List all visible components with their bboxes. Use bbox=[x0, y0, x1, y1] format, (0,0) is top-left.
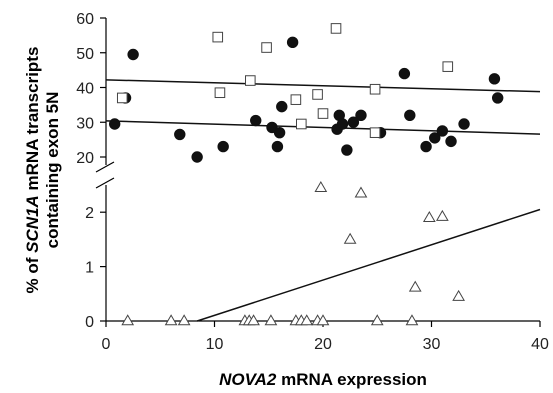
filled-circle-point bbox=[108, 118, 121, 130]
open-square-point bbox=[245, 75, 256, 86]
open-square-point bbox=[442, 61, 454, 72]
axis-break-mark-top bbox=[95, 161, 115, 173]
open-triangle-point bbox=[408, 280, 422, 292]
filled-circle-point bbox=[174, 128, 186, 141]
x-axis-title: NOVA2 mRNA expression bbox=[219, 370, 427, 389]
filled-circle-point bbox=[250, 114, 262, 127]
ticks: 0 10 20 30 40 20 30 40 50 60 0 1 2 bbox=[76, 11, 549, 353]
y-tick-label-lower: 2 bbox=[85, 205, 94, 222]
filled-circle-point bbox=[404, 109, 416, 122]
trendline-2 bbox=[105, 120, 541, 135]
trendline-1 bbox=[105, 79, 541, 93]
filled-circle-point bbox=[276, 100, 288, 113]
open-triangle-point bbox=[264, 314, 278, 326]
filled-circle-point bbox=[127, 48, 139, 61]
open-triangle-point bbox=[370, 314, 384, 326]
filled-circle-point bbox=[420, 140, 432, 153]
x-tick-label: 40 bbox=[531, 336, 549, 353]
x-tick-label: 30 bbox=[423, 336, 441, 353]
y-tick-label-upper: 20 bbox=[76, 150, 94, 167]
open-triangle-point bbox=[405, 314, 419, 326]
y-tick-label-upper: 40 bbox=[76, 81, 94, 98]
open-triangle-point bbox=[121, 314, 135, 326]
data-markers bbox=[108, 23, 504, 326]
open-triangle-point bbox=[354, 186, 368, 198]
open-triangle-point bbox=[177, 314, 191, 326]
filled-circle-point bbox=[341, 144, 353, 156]
filled-circle-point bbox=[398, 67, 411, 80]
open-triangle-point bbox=[452, 289, 465, 301]
open-triangle-point bbox=[316, 314, 330, 326]
trendlines bbox=[105, 79, 541, 322]
x-axis-title-gene: NOVA2 bbox=[219, 370, 277, 389]
y-tick-label-upper: 50 bbox=[76, 46, 94, 63]
open-square-point bbox=[116, 92, 128, 104]
filled-circle-point bbox=[191, 151, 203, 163]
open-triangle-point bbox=[300, 314, 314, 326]
filled-circle-point bbox=[491, 92, 504, 104]
filled-circle-point bbox=[458, 118, 470, 130]
open-triangle-point bbox=[343, 232, 357, 244]
filled-circle-point bbox=[217, 140, 229, 153]
open-square-point bbox=[290, 94, 302, 105]
open-square-point bbox=[312, 89, 323, 100]
y-axis-title-prefix: % of bbox=[23, 253, 42, 294]
filled-circle-point bbox=[286, 36, 299, 49]
open-square-point bbox=[212, 31, 224, 43]
axis-titles: NOVA2 mRNA expression % of SCN1A mRNA tr… bbox=[23, 47, 427, 389]
open-square-point bbox=[369, 83, 381, 95]
filled-circle-point bbox=[271, 140, 284, 153]
open-square-point bbox=[261, 42, 272, 53]
open-square-point bbox=[330, 23, 342, 34]
trendline-3 bbox=[196, 208, 541, 322]
x-tick-label: 0 bbox=[102, 336, 111, 353]
y-tick-label-lower: 1 bbox=[85, 260, 94, 277]
open-square-point bbox=[296, 118, 307, 130]
open-triangle-point bbox=[435, 209, 449, 221]
x-tick-label: 10 bbox=[206, 336, 224, 353]
open-triangle-point bbox=[422, 210, 436, 222]
filled-circle-point bbox=[273, 126, 286, 139]
filled-circle-point bbox=[336, 118, 349, 130]
y-axis-title-gene: SCN1A bbox=[23, 195, 42, 253]
y-axis-title-line2: containing exon 5N bbox=[43, 92, 62, 249]
open-triangle-point bbox=[164, 314, 178, 326]
y-axis-title-suffix: mRNA transcripts bbox=[23, 47, 42, 196]
axes bbox=[95, 18, 540, 322]
filled-circle-point bbox=[436, 125, 449, 137]
open-square-point bbox=[214, 87, 226, 99]
open-triangle-point bbox=[314, 181, 328, 193]
x-tick-label: 20 bbox=[314, 336, 332, 353]
y-tick-label-lower: 0 bbox=[85, 314, 94, 331]
filled-circle-point bbox=[347, 116, 360, 128]
open-triangle-point bbox=[247, 314, 260, 326]
y-tick-label-upper: 30 bbox=[76, 115, 94, 132]
open-square-point bbox=[369, 127, 381, 138]
axis-break-mark-bottom bbox=[95, 177, 115, 189]
filled-circle-point bbox=[445, 135, 457, 148]
open-square-point bbox=[317, 108, 329, 119]
x-axis-title-suffix: mRNA expression bbox=[276, 370, 427, 389]
filled-circle-point bbox=[355, 109, 367, 122]
y-tick-label-upper: 60 bbox=[76, 11, 94, 28]
y-axis-title-line1: % of SCN1A mRNA transcripts bbox=[23, 47, 42, 294]
filled-circle-point bbox=[429, 132, 441, 144]
filled-circle-point bbox=[488, 73, 501, 85]
